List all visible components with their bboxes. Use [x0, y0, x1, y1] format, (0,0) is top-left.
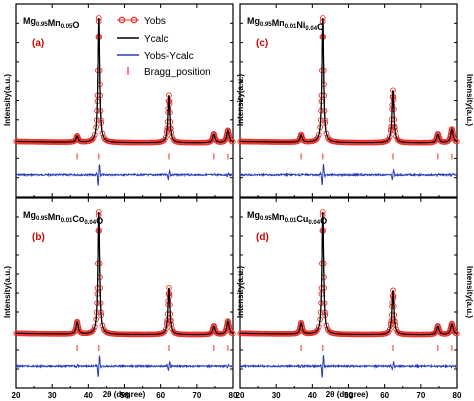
- x-tick-label: 70: [192, 391, 201, 400]
- x-tick-label: 80: [453, 391, 462, 400]
- obs-point: [385, 136, 392, 143]
- obs-peak-point: [300, 328, 307, 334]
- obs-peak-point: [213, 137, 219, 144]
- x-tick-label: 60: [380, 391, 389, 400]
- diff-curve: [239, 163, 458, 186]
- obs-markers: [237, 209, 460, 338]
- legend-obs-marker-2: [130, 16, 138, 24]
- obs-peak-point: [437, 329, 443, 335]
- obs-markers: [13, 209, 236, 338]
- obs-point: [315, 323, 322, 330]
- obs-point: [89, 136, 96, 143]
- diff-curve: [239, 355, 458, 378]
- x-tick-label: 50: [344, 391, 353, 400]
- calc-curve: [240, 211, 458, 336]
- obs-point: [90, 327, 97, 333]
- obs-point: [162, 134, 169, 141]
- x-tick-label: 30: [272, 391, 281, 400]
- x-tick-label: 50: [120, 391, 129, 400]
- legend-bragg-label: Bragg_position: [144, 67, 211, 78]
- obs-peak-point: [300, 137, 307, 143]
- obs-peak-point: [76, 137, 83, 144]
- obs-point: [89, 328, 96, 335]
- y-axis-label-far-right-bottom: Intensity(a.u.): [465, 266, 474, 318]
- obs-peak-point: [451, 328, 457, 335]
- panel-label: (b): [32, 232, 45, 243]
- panel-frame: [15, 3, 234, 198]
- obs-point: [314, 135, 321, 141]
- x-tick-label: 70: [416, 391, 425, 400]
- obs-point: [314, 327, 321, 333]
- obs-point: [313, 328, 320, 335]
- y-axis-label-left-bottom: Intensity(a.u.): [3, 266, 12, 318]
- panel-label: (c): [256, 38, 268, 49]
- x-tick-label: 30: [48, 391, 57, 400]
- panels-group: (a) Mg0.95Mn0.05O 20 30 40 50 60 70 80 (b) Mg0.95M…: [12, 3, 462, 400]
- obs-point: [162, 326, 169, 333]
- panel-label: (a): [32, 38, 44, 49]
- diff-curve: [15, 164, 234, 186]
- legend-obs-label: Yobs: [144, 16, 166, 27]
- x-tick-label: 60: [156, 391, 165, 400]
- calc-curve-top: [240, 211, 458, 336]
- obs-point: [384, 137, 391, 144]
- panel-1: 20 30 40 50 60 70 80 (b) Mg0.95Mn0.01Co0.04O: [12, 197, 238, 400]
- obs-markers: [13, 15, 236, 146]
- obs-peak-point: [451, 135, 457, 142]
- obs-point: [386, 134, 393, 140]
- compound-formula: Mg0.95Mn0.05O: [23, 16, 79, 30]
- y-axis-label-left: Intensity(a.u.): [3, 74, 12, 126]
- calc-curve: [16, 211, 234, 336]
- panel-2: (c) Mg0.95Mn0.01Ni0.04O: [237, 3, 460, 198]
- obs-peak-point: [227, 136, 233, 142]
- legend-calc-label: Ycalc: [144, 34, 168, 45]
- obs-markers: [237, 15, 460, 146]
- obs-point: [90, 135, 97, 141]
- calc-curve: [16, 17, 234, 144]
- x-tick-label: 80: [229, 391, 238, 400]
- panel-label: (d): [256, 232, 269, 243]
- legend-obs-marker: [118, 16, 126, 24]
- x-tick-label: 20: [236, 391, 245, 400]
- panel-frame: [239, 3, 458, 198]
- obs-point: [313, 136, 320, 143]
- panel-frame: [15, 197, 234, 389]
- x-axis-label-right: 2θ (degree): [326, 390, 369, 399]
- panel-3: 20 30 40 50 60 70 80 (d) Mg0.95Mn0.01Cu0.04O: [236, 197, 462, 400]
- obs-peak-point: [437, 137, 443, 144]
- obs-peak-point: [76, 327, 83, 334]
- calc-curve-top: [239, 17, 458, 144]
- compound-formula: Mg0.95Mn0.01Cu0.04O: [247, 210, 327, 226]
- calc-curve-top: [16, 17, 234, 144]
- legend: Yobs Ycalc Yobs-Ycalc Bragg_position: [117, 16, 211, 78]
- panel-frame: [239, 197, 458, 389]
- obs-peak-point: [227, 327, 233, 334]
- obs-point: [91, 323, 98, 330]
- x-tick-label: 20: [12, 391, 21, 400]
- calc-curve-top: [16, 211, 234, 336]
- calc-curve: [239, 17, 458, 144]
- legend-diff-label: Yobs-Ycalc: [144, 51, 194, 62]
- compound-formula: Mg0.95Mn0.01Co0.04O: [23, 210, 103, 226]
- compound-formula: Mg0.95Mn0.01Ni0.04O: [247, 16, 324, 32]
- x-tick-label: 40: [84, 391, 93, 400]
- x-axis-label-left: 2θ (degree): [103, 390, 146, 399]
- diff-curve: [15, 355, 234, 377]
- panel-0: (a) Mg0.95Mn0.05O: [13, 3, 236, 198]
- y-axis-label-far-right: Intensity(a.u.): [465, 74, 474, 126]
- obs-peak-point: [213, 329, 219, 335]
- x-tick-label: 40: [308, 391, 317, 400]
